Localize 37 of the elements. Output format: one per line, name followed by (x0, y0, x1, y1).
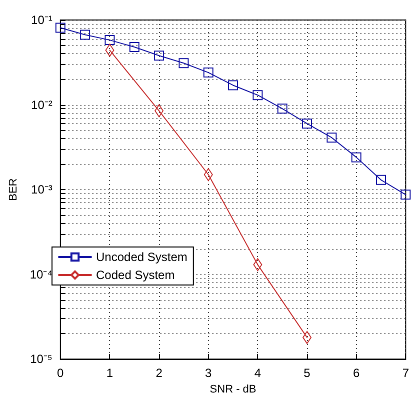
point (376, 174, 386, 185)
x-tick-label: 1 (106, 366, 114, 380)
point (80, 30, 90, 40)
point (302, 118, 312, 129)
point (154, 50, 164, 61)
x-tick-label: 6 (352, 366, 360, 380)
point (400, 190, 411, 200)
x-tick-label: 7 (402, 366, 410, 380)
point (204, 168, 213, 182)
point (129, 42, 140, 52)
y-axis-title: BER (8, 178, 20, 201)
y-tick-label: 10⁻¹ (31, 13, 52, 27)
point (203, 68, 214, 78)
point (253, 258, 262, 272)
point (55, 22, 66, 33)
point (277, 104, 288, 114)
x-tick-label: 3 (205, 366, 212, 380)
point (104, 35, 115, 46)
point (178, 58, 189, 68)
x-tick-label: 4 (254, 366, 262, 380)
y-tick-label: 10⁻² (31, 98, 52, 112)
point (302, 330, 312, 344)
point (351, 152, 362, 162)
point (326, 132, 337, 143)
point (252, 90, 263, 100)
x-axis-title: SNR - dB (210, 384, 256, 396)
point (105, 44, 114, 57)
y-tick-label: 10⁻³ (31, 182, 52, 197)
x-tick-label: 5 (304, 366, 311, 380)
y-tick-label: 10⁻⁴ (30, 267, 52, 282)
x-tick-label: 2 (156, 366, 163, 380)
x-tick-label: 0 (57, 366, 64, 380)
legend-label: Coded System (96, 268, 175, 282)
y-tick-label: 10⁻⁵ (30, 352, 52, 366)
legend-label: Uncoded System (96, 250, 188, 264)
point (228, 80, 238, 90)
point (154, 104, 164, 118)
